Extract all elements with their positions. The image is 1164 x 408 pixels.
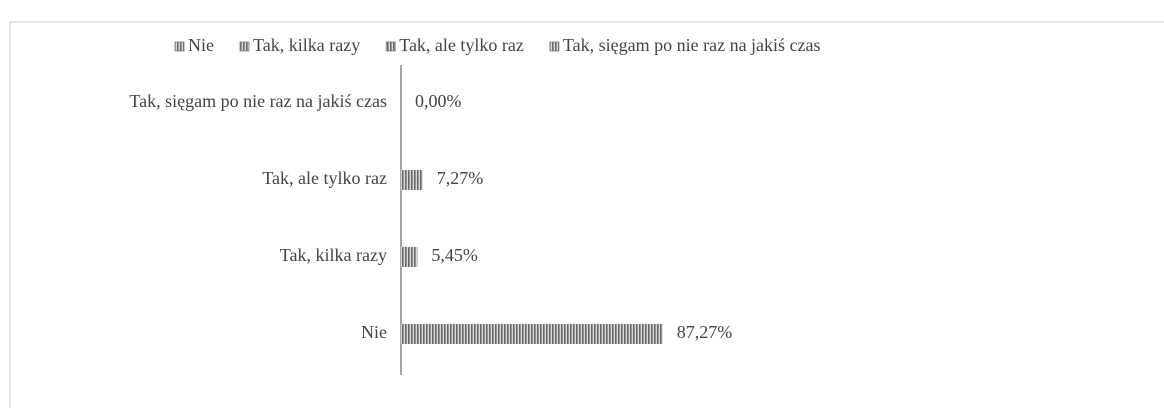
y-tick-label: Tak, ale tylko raz [262,168,387,188]
value-label: 0,00% [415,91,462,111]
legend-swatch [549,41,560,52]
bar [401,247,418,267]
y-tick-label: Nie [361,322,387,342]
legend-label: Tak, ale tylko raz [399,35,524,55]
legend-label: Nie [188,35,214,55]
y-tick-label: Tak, kilka razy [280,245,387,265]
legend-swatch [174,41,185,52]
legend-label: Tak, sięgam po nie raz na jakiś czas [563,35,821,55]
legend-label: Tak, kilka razy [253,35,360,55]
bar [401,324,663,344]
chart-frame [9,21,1164,408]
value-label: 7,27% [437,168,484,188]
bar [401,170,423,190]
y-tick-label: Tak, sięgam po nie raz na jakiś czas [129,91,387,111]
value-label: 87,27% [677,322,733,342]
value-label: 5,45% [431,245,478,265]
legend-swatch [385,41,396,52]
legend-swatch [239,41,250,52]
